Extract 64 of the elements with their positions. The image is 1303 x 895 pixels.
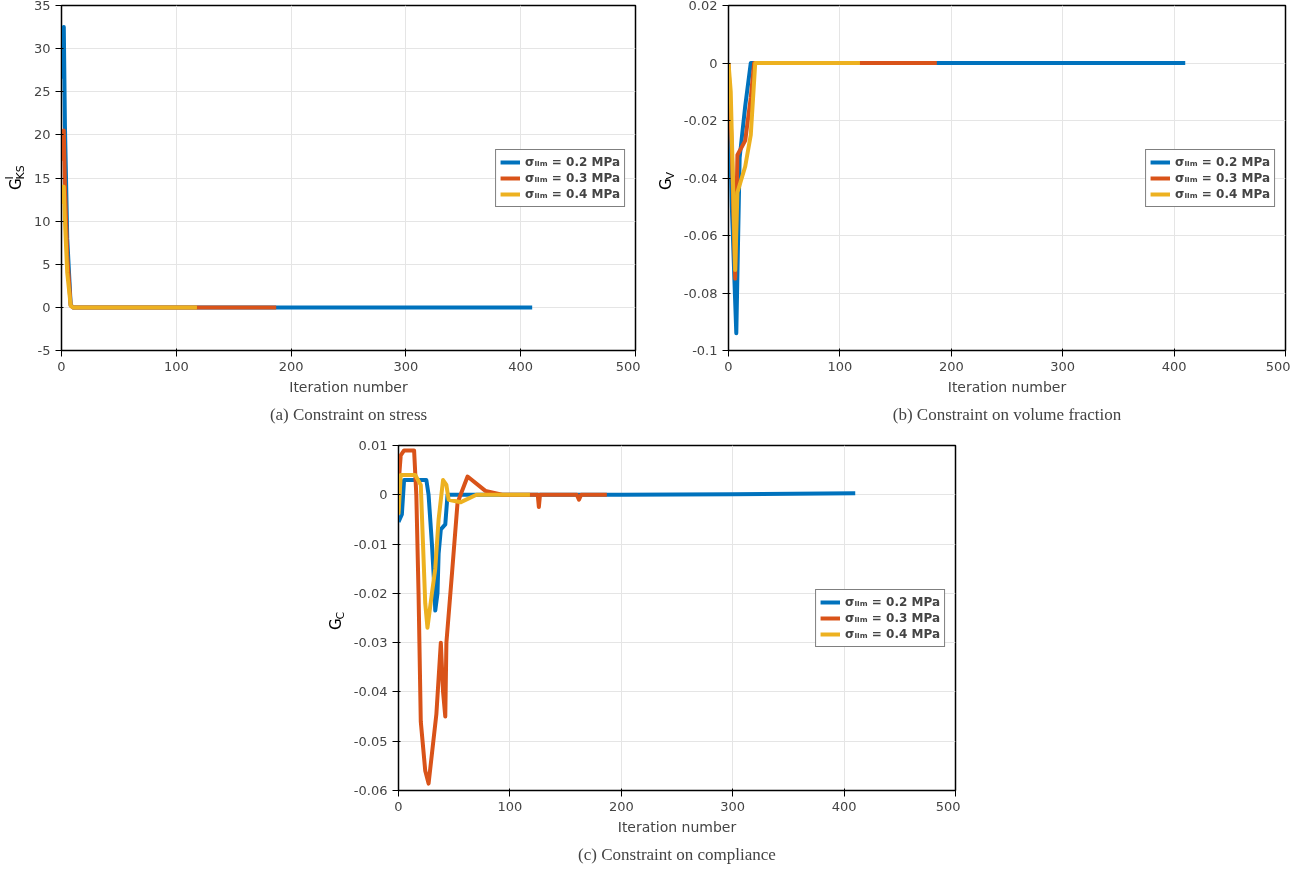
y-tick-label: -0.05 bbox=[353, 733, 388, 749]
legend-label: σₗᵢₘ = 0.4 MPa bbox=[845, 625, 940, 642]
legend-label: σₗᵢₘ = 0.3 MPa bbox=[525, 169, 620, 186]
y-tick-label: 20 bbox=[33, 127, 51, 143]
text: (b) Constraint on volume fraction bbox=[892, 404, 1122, 424]
x-axis-title: Iteration number bbox=[947, 378, 1067, 395]
y-tick-label: 0 bbox=[709, 55, 718, 71]
y-tick-label: 15 bbox=[33, 170, 51, 186]
y-tick-label: -0.03 bbox=[353, 635, 388, 651]
y-tick-label: 0 bbox=[379, 487, 388, 503]
x-tick-label: 500 bbox=[1265, 358, 1291, 374]
x-tick-label: 100 bbox=[497, 798, 523, 814]
y-axis-title: GC bbox=[326, 611, 347, 630]
legend-label: σₗᵢₘ = 0.2 MPa bbox=[1175, 153, 1270, 170]
y-axis-title: GV bbox=[656, 171, 677, 190]
y-tick-label: -0.1 bbox=[692, 343, 718, 358]
x-tick-label: 300 bbox=[720, 798, 746, 814]
y-tick-label: -0.02 bbox=[683, 113, 718, 128]
x-tick-label: 0 bbox=[724, 358, 733, 374]
line-series bbox=[61, 184, 199, 310]
legend-label: σₗᵢₘ = 0.2 MPa bbox=[845, 593, 940, 610]
line-series bbox=[398, 448, 609, 786]
y-tick-label: 0.01 bbox=[358, 438, 388, 453]
x-tick-label: 200 bbox=[938, 358, 964, 374]
x-tick-label: 400 bbox=[1161, 358, 1187, 374]
x-tick-label: 100 bbox=[163, 358, 189, 374]
legend-label: σₗᵢₘ = 0.4 MPa bbox=[1175, 185, 1270, 202]
y-tick-label: -0.02 bbox=[353, 585, 388, 601]
y-tick-label: -0.08 bbox=[683, 285, 718, 301]
legend-label: σₗᵢₘ = 0.3 MPa bbox=[1175, 169, 1270, 186]
legend-label: σₗᵢₘ = 0.3 MPa bbox=[845, 609, 940, 626]
text: (c) Constraint on compliance bbox=[578, 844, 776, 864]
y-tick-label: 0 bbox=[42, 299, 51, 315]
legend-label: σₗᵢₘ = 0.4 MPa bbox=[525, 185, 620, 202]
y-tick-label: -0.04 bbox=[683, 170, 718, 186]
y-tick-label: 0.02 bbox=[688, 0, 718, 13]
x-axis-title: Iteration number bbox=[617, 818, 737, 835]
y-tick-label: -0.06 bbox=[683, 228, 718, 243]
y-tick-label: -0.06 bbox=[353, 783, 388, 798]
y-tick-label: 25 bbox=[33, 84, 51, 100]
x-tick-label: 400 bbox=[831, 798, 857, 814]
x-tick-label: 500 bbox=[935, 798, 961, 814]
y-axis-title: GIKS bbox=[3, 165, 27, 190]
line-series bbox=[398, 473, 532, 630]
line-series bbox=[728, 61, 862, 272]
y-tick-label: 30 bbox=[33, 41, 51, 57]
x-tick-label: 0 bbox=[57, 358, 66, 374]
y-tick-label: 35 bbox=[33, 0, 51, 13]
legend-label: σₗᵢₘ = 0.2 MPa bbox=[525, 153, 620, 170]
x-tick-label: 200 bbox=[608, 798, 634, 814]
x-tick-label: 300 bbox=[1050, 358, 1076, 374]
text: (a) Constraint on stress bbox=[269, 404, 428, 424]
y-tick-label: 5 bbox=[42, 256, 51, 272]
y-tick-label: -0.04 bbox=[353, 684, 388, 700]
x-tick-label: 200 bbox=[278, 358, 304, 374]
x-tick-label: 500 bbox=[615, 358, 641, 374]
x-tick-label: 300 bbox=[393, 358, 419, 374]
x-axis-title: Iteration number bbox=[289, 378, 408, 395]
y-tick-label: 10 bbox=[33, 213, 51, 229]
y-tick-label: -0.01 bbox=[353, 536, 388, 552]
x-tick-label: 100 bbox=[827, 358, 853, 374]
x-tick-label: 0 bbox=[394, 798, 403, 814]
x-tick-label: 400 bbox=[508, 358, 534, 374]
y-tick-label: -5 bbox=[37, 343, 51, 358]
